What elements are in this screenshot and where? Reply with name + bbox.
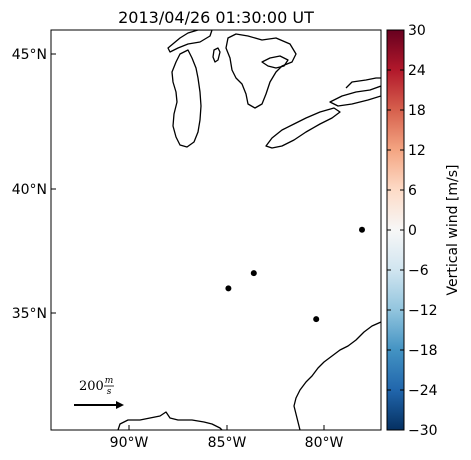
observation-point (250, 270, 257, 277)
map-frame (50, 29, 382, 431)
colorbar-ticks: 30 24 18 12 6 0 −6 −12 −18 −24 −30 (387, 23, 438, 439)
observation-point (359, 226, 365, 233)
colorbar: 30 24 18 12 6 0 −6 −12 −18 −24 −30 Vertical wind [… (386, 23, 461, 439)
colorbar-tick-label: −24 (408, 383, 438, 399)
observation-point (313, 316, 320, 323)
lake-huron-shoreline (225, 33, 297, 109)
observation-points (225, 226, 365, 323)
colorbar-tick-label: 6 (408, 183, 417, 199)
scale-arrow-unit-numerator: m (105, 376, 114, 386)
colorbar-tick-label: 24 (408, 63, 426, 79)
island-shoreline (212, 47, 221, 63)
scale-arrow-unit-denominator: s (107, 387, 112, 397)
colorbar-tick-label: −18 (408, 343, 438, 359)
colorbar-tick-label: 18 (408, 103, 426, 119)
colorbar-tick-label: −6 (408, 263, 429, 279)
scale-arrow-value: 200 (79, 379, 104, 394)
colorbar-label: Vertical wind [m/s] (445, 165, 461, 296)
colorbar-tick-label: −30 (408, 423, 438, 439)
gulf-coastline (117, 411, 223, 430)
colorbar-tick-label: −12 (408, 303, 438, 319)
st-lawrence-shoreline (345, 77, 381, 89)
scale-arrow-legend: 200 m s (74, 376, 124, 409)
lat-tick-label: 35°N (12, 306, 47, 322)
georgian-bay-shoreline (261, 55, 289, 69)
coastlines (117, 30, 381, 430)
lon-tick-label: 90°W (110, 435, 149, 451)
map-background (51, 30, 381, 430)
lake-ontario-shoreline (329, 85, 381, 107)
map-panel: 200 m s 45°N 40°N 35°N 90°W 85°W 80°W (12, 29, 382, 451)
map-title: 2013/04/26 01:30:00 UT (118, 8, 314, 27)
lat-tick-label: 40°N (12, 182, 47, 198)
lat-tick-label: 45°N (12, 47, 47, 63)
longitude-axis: 90°W 85°W 80°W (110, 425, 344, 451)
lon-tick-label: 80°W (305, 435, 344, 451)
colorbar-tick-label: 0 (408, 223, 417, 239)
colorbar-tick-label: 12 (408, 143, 426, 159)
lake-michigan-shoreline (171, 49, 202, 148)
observation-point (225, 285, 232, 292)
lon-tick-label: 85°W (208, 435, 247, 451)
atlantic-coastline (293, 321, 381, 430)
lake-superior-shoreline (167, 30, 213, 53)
scale-arrow-head (116, 401, 124, 409)
colorbar-tick-label: 30 (408, 23, 426, 39)
lake-erie-shoreline (265, 107, 341, 149)
latitude-axis: 45°N 40°N 35°N (12, 47, 56, 322)
